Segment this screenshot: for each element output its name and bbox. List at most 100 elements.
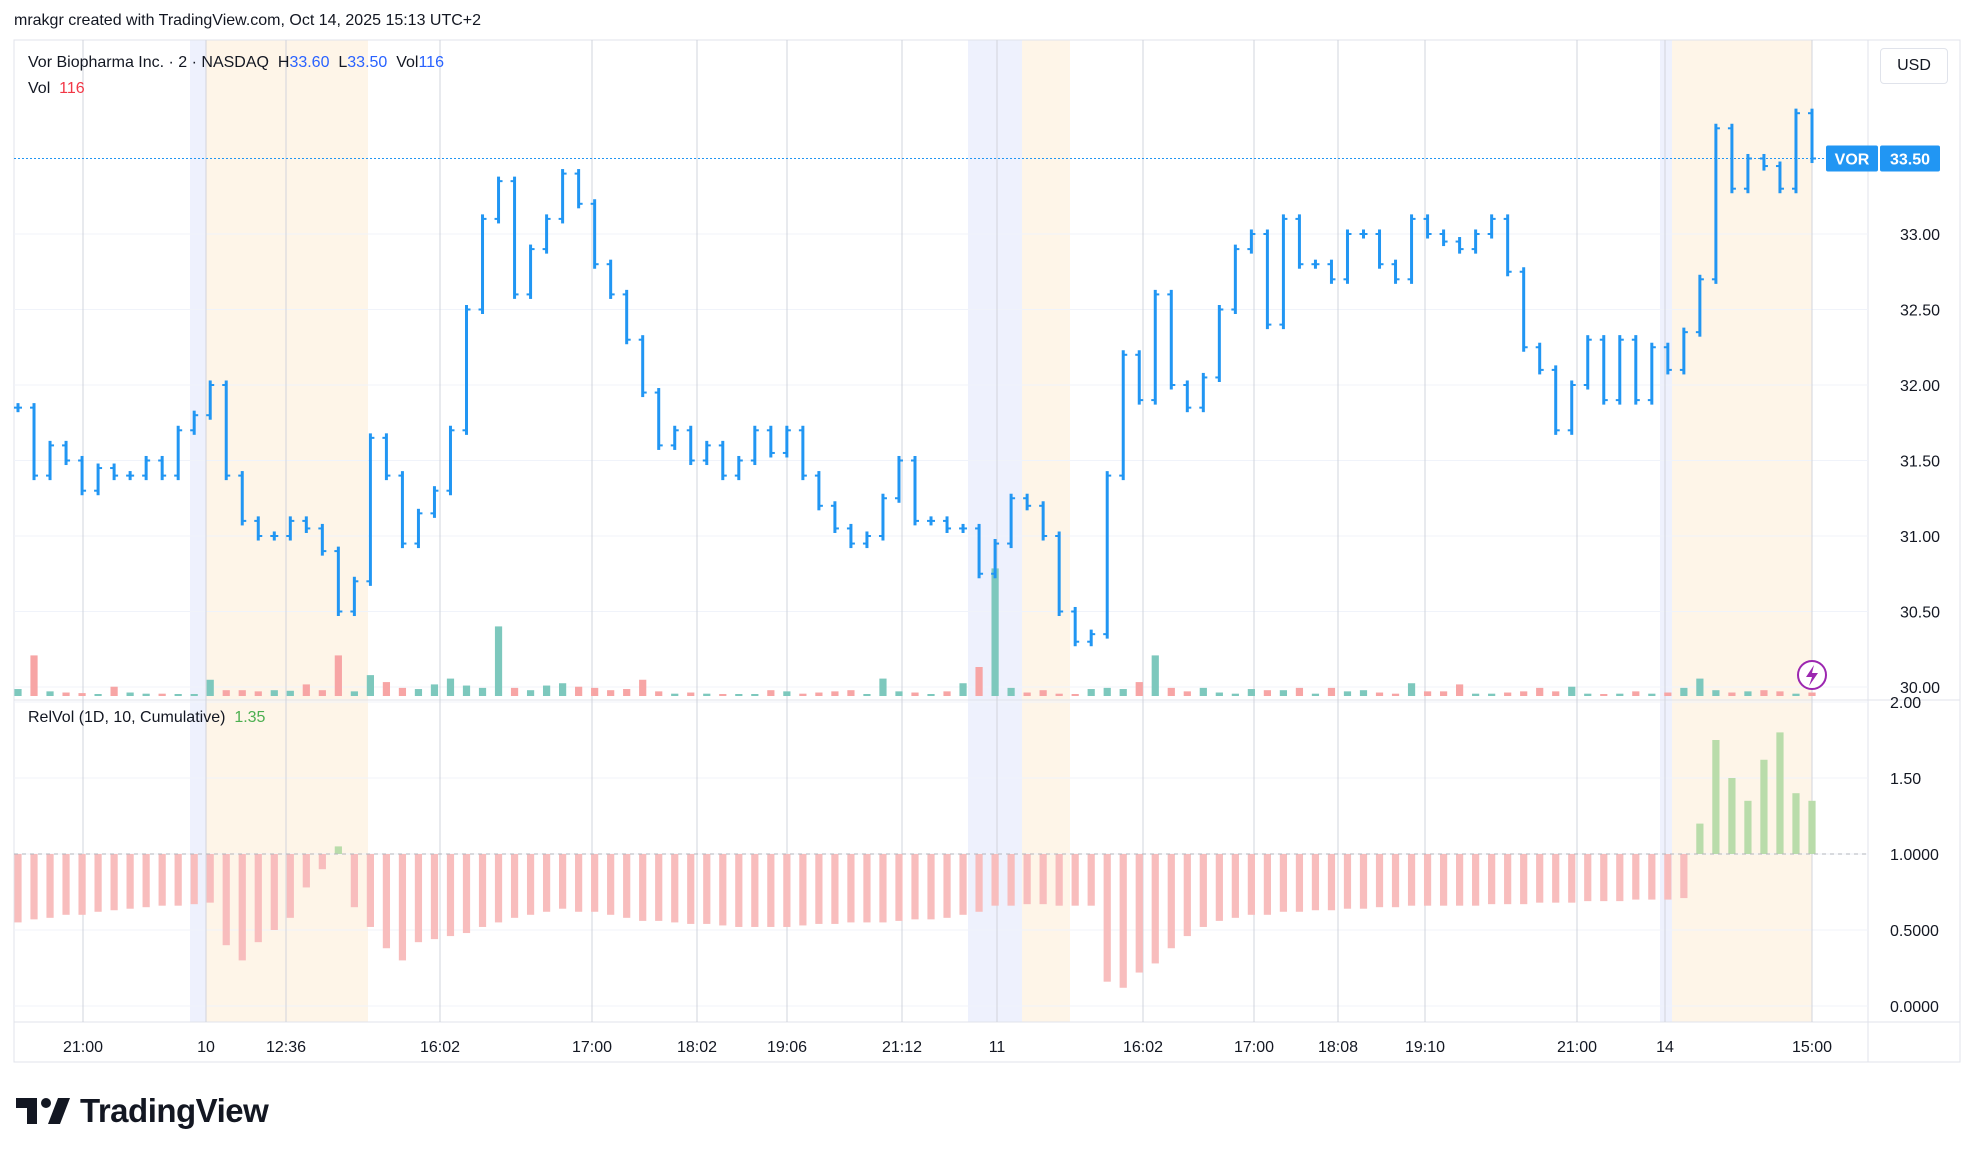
relvol-bar	[1135, 854, 1143, 973]
relvol-bar	[1504, 854, 1512, 905]
relvol-bar	[655, 854, 663, 921]
volume-bar	[430, 684, 439, 696]
relvol-bar	[607, 854, 615, 915]
relvol-bar	[623, 854, 631, 918]
volume-bar	[1023, 692, 1031, 696]
relvol-bar	[1055, 854, 1063, 906]
relvol-bar	[286, 854, 294, 918]
volume-bar	[14, 689, 22, 696]
volume-bar	[478, 687, 487, 696]
time-tick-label: 12:36	[266, 1039, 306, 1056]
relvol-bar	[222, 854, 230, 946]
volume-bar	[238, 690, 246, 696]
relvol-bar	[1423, 854, 1432, 906]
relvol-bar	[1472, 854, 1480, 906]
volume-bar	[767, 690, 775, 696]
relvol-legend-label: RelVol (1D, 10, Cumulative)	[28, 709, 226, 726]
time-tick-label: 11	[989, 1039, 1006, 1056]
volume-bar	[1311, 693, 1320, 696]
relvol-bar	[1792, 793, 1800, 854]
volume-bar	[1472, 693, 1480, 696]
volume-bar	[927, 694, 935, 696]
relvol-bar	[767, 854, 775, 927]
price-tick-label: 32.50	[1900, 303, 1940, 320]
volume-bar	[1375, 692, 1384, 696]
premarket-band	[190, 40, 206, 1022]
relvol-bar	[1407, 854, 1416, 906]
relvol-legend[interactable]: RelVol (1D, 10, Cumulative) 1.35	[28, 709, 265, 727]
vol-value: 116	[418, 54, 444, 71]
relvol-bar	[78, 854, 86, 915]
relvol-bar	[703, 854, 711, 924]
relvol-bar	[687, 854, 695, 924]
time-tick-label: 19:06	[767, 1039, 807, 1056]
volume-bar	[1231, 693, 1239, 696]
volume-bar	[1327, 687, 1336, 696]
volume-bar	[1183, 691, 1191, 696]
relvol-bar	[1568, 854, 1576, 903]
volume-bar	[1087, 689, 1095, 696]
volume-bar	[735, 694, 743, 696]
volume-bar	[559, 683, 567, 696]
volume-bar	[751, 694, 759, 696]
relvol-bar	[190, 854, 198, 905]
relvol-bar	[1680, 854, 1688, 899]
relvol-bar	[94, 854, 102, 912]
relvol-bar	[1167, 854, 1175, 949]
time-tick-label: 14	[1656, 1039, 1674, 1056]
volume-bar	[1600, 694, 1608, 696]
relvol-bar	[1520, 854, 1528, 905]
relvol-bar	[446, 854, 455, 937]
volume-bar	[1343, 691, 1352, 696]
tradingview-logo[interactable]: TradingView	[16, 1092, 269, 1130]
relvol-bar	[1231, 854, 1239, 918]
relvol-bar	[1616, 854, 1624, 902]
volume-bar	[1648, 693, 1656, 696]
time-tick-label: 10	[197, 1039, 215, 1056]
relvol-bar	[302, 854, 310, 888]
volume-bar	[687, 692, 695, 696]
relvol-bar	[1359, 854, 1368, 909]
relvol-bar	[1039, 854, 1047, 905]
volume-bar	[270, 690, 278, 696]
relvol-bar	[1600, 854, 1608, 902]
relvol-bar	[382, 854, 391, 949]
volume-bar	[1135, 682, 1143, 696]
volume-bar	[190, 694, 198, 696]
volume-bar	[575, 686, 583, 696]
volume-bar	[1423, 691, 1432, 696]
volume-bar	[542, 685, 551, 696]
relvol-bar	[911, 854, 919, 920]
currency-button[interactable]: USD	[1880, 48, 1948, 84]
volume-bar	[1712, 690, 1720, 696]
last-symbol-label: VOR	[1835, 152, 1870, 169]
time-tick-label: 15:00	[1792, 1039, 1832, 1056]
relvol-bar	[494, 854, 503, 923]
volume-bar	[1055, 693, 1063, 696]
relvol-bar	[366, 854, 374, 927]
volume-bar	[414, 689, 423, 696]
price-tick-label: 32.00	[1900, 378, 1940, 395]
relvol-bar	[1584, 854, 1592, 902]
relvol-bar	[1071, 854, 1079, 906]
relvol-bar	[671, 854, 679, 923]
volume-bar	[46, 691, 54, 696]
relvol-bar	[1712, 740, 1720, 854]
relvol-bar	[1343, 854, 1352, 909]
relvol-bar	[142, 854, 150, 908]
volume-bar	[366, 675, 374, 696]
relvol-legend-value: 1.35	[234, 709, 266, 726]
volume-bar	[1632, 691, 1640, 696]
relvol-bar	[927, 854, 935, 920]
time-tick-label: 18:02	[677, 1039, 717, 1056]
volume-bar	[1504, 692, 1512, 696]
volume-bar	[847, 690, 855, 696]
relvol-bar	[1488, 854, 1496, 905]
volume-legend[interactable]: Vol 116	[28, 80, 85, 98]
volume-bar	[110, 686, 118, 696]
symbol-legend[interactable]: Vor Biopharma Inc. · 2 · NASDAQ H33.60 L…	[28, 54, 444, 72]
volume-bar	[1728, 692, 1736, 696]
afterhours-band	[1672, 40, 1812, 1022]
volume-bar	[1247, 689, 1255, 696]
